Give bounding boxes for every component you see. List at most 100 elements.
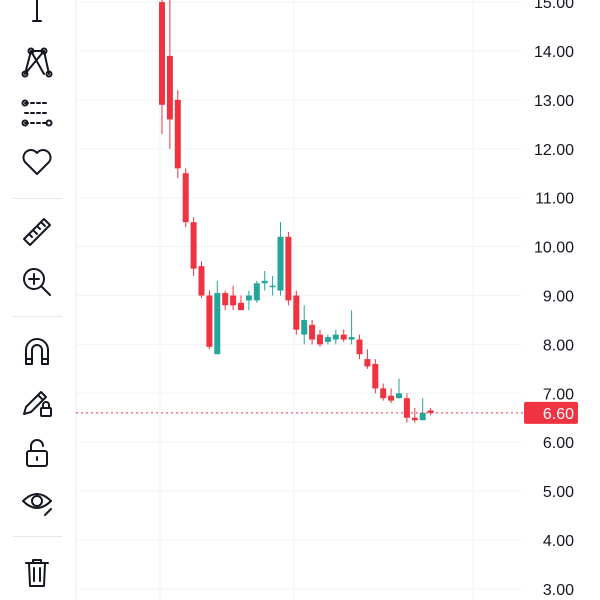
candle-body bbox=[301, 319, 308, 335]
favorites-icon[interactable] bbox=[14, 142, 60, 182]
candle-body bbox=[309, 324, 316, 340]
candle-body bbox=[238, 302, 244, 311]
candle bbox=[166, 0, 173, 149]
y-tick-label: 9.00 bbox=[543, 289, 574, 306]
candle-body bbox=[174, 99, 181, 169]
y-tick-label: 11.00 bbox=[535, 191, 574, 208]
candle-body bbox=[230, 295, 237, 306]
candle bbox=[253, 280, 260, 303]
toolbar-divider bbox=[12, 198, 62, 199]
candle-body bbox=[356, 339, 363, 355]
current-price-label: 6.60 bbox=[543, 406, 574, 423]
pattern-tool-icon[interactable] bbox=[14, 42, 60, 82]
candle bbox=[214, 280, 221, 355]
drawing-toolbar bbox=[0, 0, 74, 600]
candle-body bbox=[348, 337, 355, 340]
candle bbox=[238, 295, 244, 311]
zoom-in-icon[interactable] bbox=[14, 262, 60, 302]
toolbar-divider bbox=[12, 536, 62, 537]
y-tick-label: 8.00 bbox=[543, 337, 574, 354]
y-tick-label: 13.00 bbox=[534, 93, 574, 110]
candle-body bbox=[253, 283, 260, 301]
candle-body bbox=[206, 295, 213, 347]
y-tick-label: 14.00 bbox=[534, 44, 574, 61]
candle-body bbox=[372, 363, 379, 389]
candle-body bbox=[166, 55, 173, 120]
candle bbox=[317, 329, 323, 347]
candle bbox=[396, 378, 402, 399]
y-tick-label: 10.00 bbox=[534, 240, 574, 257]
candle-body bbox=[190, 222, 197, 269]
candle-body bbox=[364, 359, 371, 367]
eye-icon[interactable] bbox=[14, 482, 60, 522]
candle bbox=[372, 359, 379, 394]
candle bbox=[388, 388, 395, 404]
candle-body bbox=[419, 412, 426, 421]
candle bbox=[293, 290, 300, 335]
candle bbox=[419, 398, 426, 421]
candle-body bbox=[182, 173, 189, 223]
candle-body bbox=[411, 417, 418, 421]
candle-body bbox=[245, 295, 252, 301]
candle-body bbox=[427, 410, 434, 413]
candle-body bbox=[214, 293, 221, 355]
candle-body bbox=[340, 334, 347, 340]
y-tick-label: 6.00 bbox=[543, 435, 574, 452]
candle bbox=[348, 310, 355, 345]
candle bbox=[364, 349, 371, 369]
candle-body bbox=[324, 337, 331, 342]
candle-body bbox=[159, 2, 165, 105]
candle bbox=[277, 222, 284, 296]
candle-body bbox=[317, 334, 323, 345]
y-tick-label: 4.00 bbox=[543, 533, 574, 550]
y-tick-label: 15.00 bbox=[534, 0, 574, 12]
candle bbox=[403, 393, 410, 423]
candle bbox=[285, 231, 292, 306]
candle-body bbox=[277, 236, 284, 291]
candle bbox=[159, 0, 165, 135]
candle-body bbox=[388, 395, 395, 401]
y-tick-label: 7.00 bbox=[543, 386, 574, 403]
lock-drawing-icon[interactable] bbox=[14, 383, 60, 423]
candle-body bbox=[380, 388, 387, 399]
candle-body bbox=[222, 293, 229, 306]
candle-body bbox=[332, 334, 339, 340]
y-tick-label: 3.00 bbox=[543, 582, 574, 599]
candle bbox=[332, 329, 339, 345]
candle bbox=[309, 319, 316, 345]
current-price-badge bbox=[524, 401, 578, 424]
trash-icon[interactable] bbox=[14, 552, 60, 592]
candle bbox=[206, 290, 213, 350]
text-tool-icon[interactable] bbox=[14, 0, 60, 30]
toolbar-divider bbox=[12, 316, 62, 317]
candle bbox=[222, 290, 229, 311]
grid bbox=[75, 0, 522, 600]
magnet-icon[interactable] bbox=[14, 332, 60, 372]
candle-body bbox=[261, 280, 268, 284]
candle bbox=[340, 329, 347, 342]
candle bbox=[269, 275, 276, 296]
fib-tool-icon[interactable] bbox=[14, 93, 60, 133]
ruler-icon[interactable] bbox=[14, 212, 60, 252]
candles bbox=[159, 0, 434, 423]
candle bbox=[174, 90, 181, 179]
candle-body bbox=[293, 295, 300, 330]
y-tick-label: 5.00 bbox=[543, 484, 574, 501]
candle bbox=[380, 383, 387, 401]
candle bbox=[427, 407, 434, 416]
candle bbox=[190, 217, 197, 276]
candle bbox=[261, 271, 268, 291]
y-tick-label: 12.00 bbox=[534, 142, 574, 159]
candle bbox=[230, 285, 237, 311]
candle bbox=[301, 305, 308, 345]
candle bbox=[324, 334, 331, 345]
candle bbox=[198, 261, 205, 298]
unlock-icon[interactable] bbox=[14, 433, 60, 473]
candle bbox=[182, 168, 189, 228]
candle-body bbox=[396, 393, 402, 399]
current-price-tag: 6.60 bbox=[524, 401, 578, 424]
candle-body bbox=[403, 398, 410, 418]
price-axis[interactable]: 15.00 14.00 13.00 12.00 11.00 10.00 9.00 8.00 7.… bbox=[534, 0, 574, 599]
candle-body bbox=[285, 236, 292, 301]
